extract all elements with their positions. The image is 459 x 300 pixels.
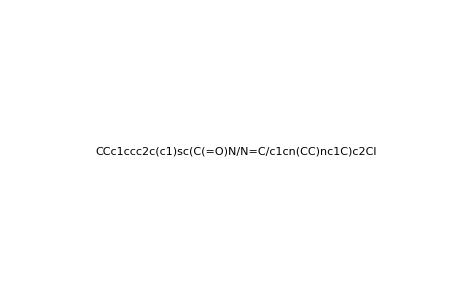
Text: CCc1ccc2c(c1)sc(C(=O)N/N=C/c1cn(CC)nc1C)c2Cl: CCc1ccc2c(c1)sc(C(=O)N/N=C/c1cn(CC)nc1C)… — [95, 146, 375, 157]
